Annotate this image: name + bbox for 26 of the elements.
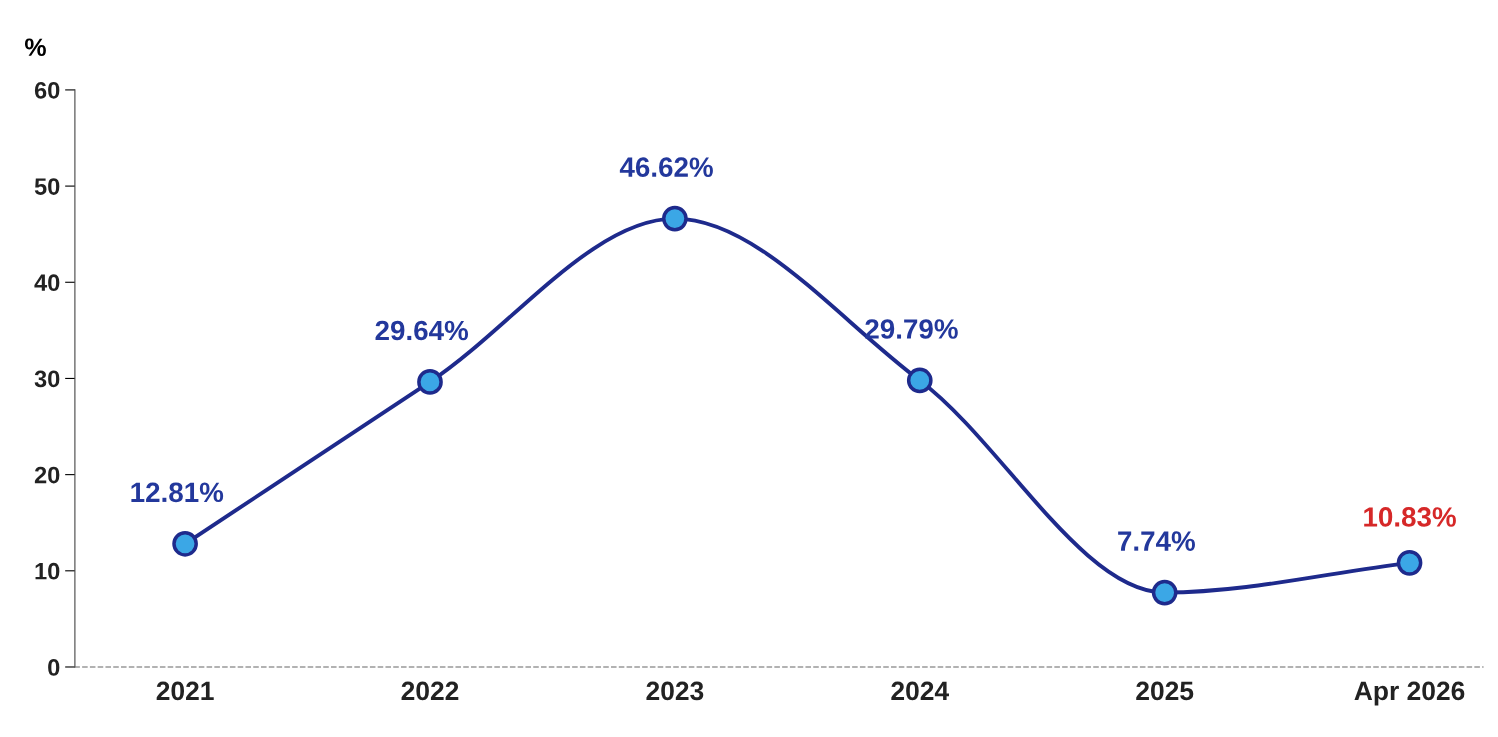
data-label: 7.74% (1118, 531, 1195, 551)
data-label: 46.62% (619, 157, 713, 177)
x-tick-label: 2024 (891, 681, 949, 701)
point (1396, 549, 1423, 576)
y-tick-label: 20 (34, 466, 60, 484)
x-tick-label: 2021 (156, 681, 214, 701)
x-tick-label: 2022 (401, 681, 459, 701)
point (662, 205, 688, 232)
point (172, 530, 198, 557)
data-label: 29.64% (375, 320, 469, 341)
data-label: 29.79% (865, 319, 958, 339)
annotation: 10.83% (1364, 507, 1456, 527)
y-tick-label: 40 (34, 274, 60, 292)
y-tick-label: 50 (34, 178, 60, 195)
y-axis-title: % (24, 38, 46, 57)
y-tick-label: 60 (34, 81, 60, 99)
point (906, 367, 933, 394)
data-label: 12.81% (131, 482, 224, 503)
y-tick-label: 30 (34, 370, 60, 388)
x-tick-label: 2023 (646, 681, 704, 701)
point (417, 369, 443, 395)
y-tick-label: 0 (48, 659, 60, 676)
x-tick-label: Apr 2026 (1354, 681, 1465, 706)
y-tick-label: 10 (35, 562, 60, 580)
x-tick-label: 2025 (1136, 681, 1194, 701)
point (1151, 579, 1178, 606)
